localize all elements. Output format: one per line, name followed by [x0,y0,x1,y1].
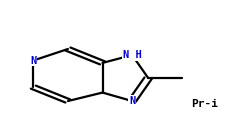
Text: N H: N H [123,50,142,60]
Text: N: N [129,96,135,106]
Text: Pr-i: Pr-i [191,99,219,109]
Text: N: N [30,56,37,65]
